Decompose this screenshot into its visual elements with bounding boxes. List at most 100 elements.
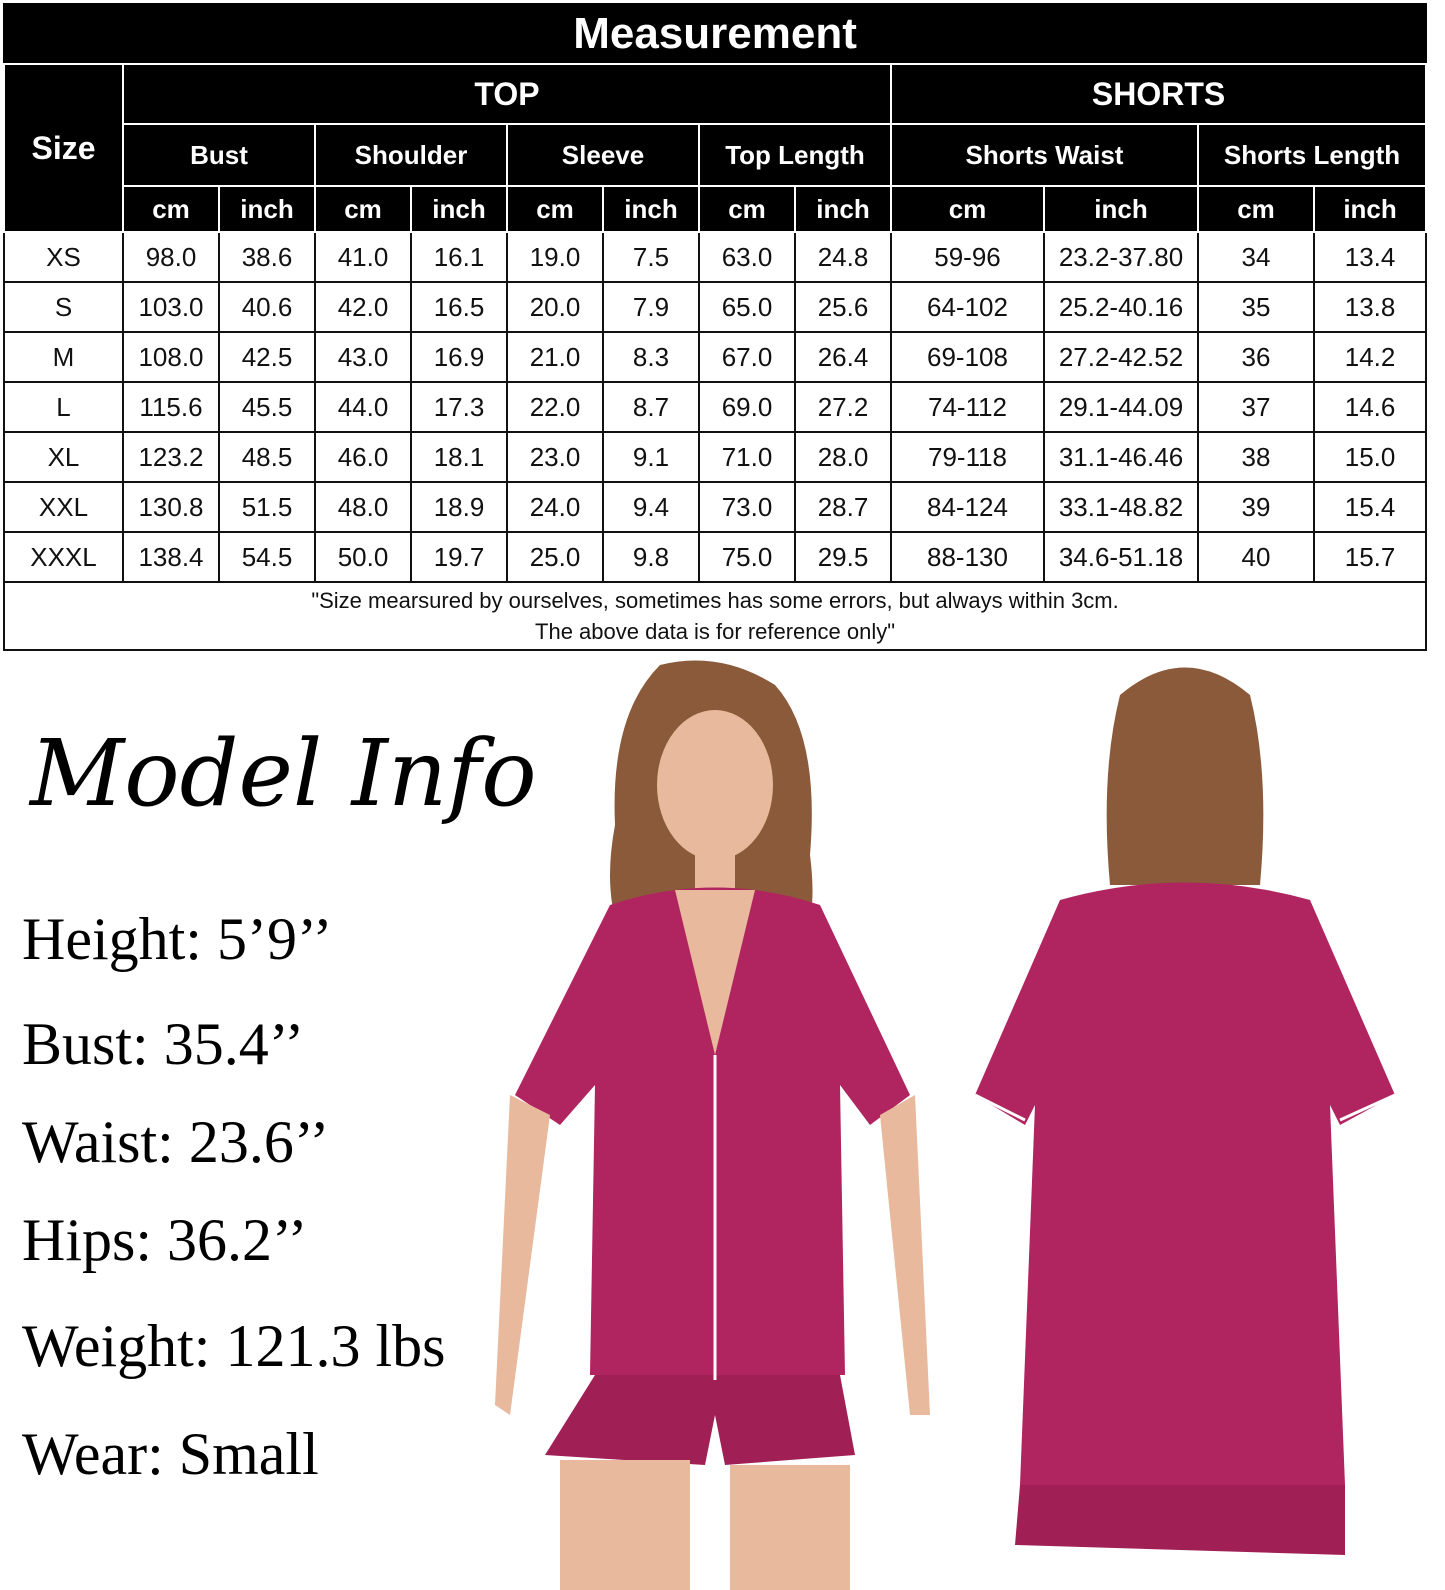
- table-row: M 108.0 42.5 43.0 16.9 21.0 8.3 67.0 26.4 69-108 2…: [3, 331, 1428, 383]
- measurement-cell: 33.1-48.82: [1043, 481, 1199, 533]
- measurement-cell: 20.0: [506, 281, 604, 333]
- measurement-cell: 27.2: [794, 381, 892, 433]
- model-height: Height: 5’9’’: [22, 906, 333, 972]
- measurement-cell: 98.0: [122, 231, 220, 283]
- measurement-cell: 123.2: [122, 431, 220, 483]
- size-label: XXXL: [3, 531, 124, 583]
- measurement-cell: 65.0: [698, 281, 796, 333]
- measure-header: Shorts Length: [1196, 123, 1428, 187]
- model-waist: Waist: 23.6’’: [22, 1109, 330, 1175]
- measurement-cell: 74-112: [890, 381, 1045, 433]
- measurement-cell: 29.5: [794, 531, 892, 583]
- table-row: XL 123.2 48.5 46.0 18.1 23.0 9.1 71.0 28.0 79-118…: [3, 431, 1428, 483]
- measurement-cell: 7.5: [602, 231, 700, 283]
- measurement-cell: 14.6: [1312, 381, 1428, 433]
- unit-header: cm: [122, 185, 220, 233]
- measurement-cell: 7.9: [602, 281, 700, 333]
- model-bust: Bust: 35.4’’: [22, 1011, 305, 1077]
- measurement-cell: 25.2-40.16: [1043, 281, 1199, 333]
- measurement-cell: 45.5: [218, 381, 316, 433]
- measurement-cell: 15.7: [1312, 531, 1428, 583]
- measurement-cell: 15.4: [1312, 481, 1428, 533]
- model-front-photo: [495, 660, 930, 1590]
- measurement-cell: 16.1: [410, 231, 508, 283]
- measurement-cell: 25.0: [506, 531, 604, 583]
- measurement-cell: 54.5: [218, 531, 316, 583]
- measurement-cell: 16.9: [410, 331, 508, 383]
- measurement-cell: 9.4: [602, 481, 700, 533]
- unit-header: cm: [698, 185, 796, 233]
- measurement-cell: 48.0: [314, 481, 412, 533]
- measurement-cell: 39: [1197, 481, 1315, 533]
- top-group-header: TOP: [122, 63, 892, 125]
- unit-header: cm: [506, 185, 604, 233]
- measurement-cell: 71.0: [698, 431, 796, 483]
- measurement-cell: 9.8: [602, 531, 700, 583]
- measurement-cell: 75.0: [698, 531, 796, 583]
- measurement-cell: 21.0: [506, 331, 604, 383]
- measurement-cell: 130.8: [122, 481, 220, 533]
- measurement-cell: 42.5: [218, 331, 316, 383]
- measurement-cell: 8.3: [602, 331, 700, 383]
- measurement-cell: 28.7: [794, 481, 892, 533]
- unit-header: inch: [794, 185, 892, 233]
- unit-header: cm: [1197, 185, 1315, 233]
- measurement-cell: 24.0: [506, 481, 604, 533]
- measurement-cell: 23.0: [506, 431, 604, 483]
- model-back-photo: [974, 667, 1396, 1555]
- measurement-cell: 34.6-51.18: [1043, 531, 1199, 583]
- size-header: Size: [3, 63, 124, 233]
- shorts-group-header: SHORTS: [889, 63, 1428, 125]
- measurement-cell: 23.2-37.80: [1043, 231, 1199, 283]
- unit-header: inch: [1312, 185, 1428, 233]
- model-hips: Hips: 36.2’’: [22, 1207, 308, 1273]
- chart-title: Measurement: [2, 3, 1428, 65]
- unit-header: inch: [602, 185, 700, 233]
- measure-header: Shorts Waist: [890, 123, 1199, 187]
- size-label: XS: [3, 231, 124, 283]
- measurement-cell: 31.1-46.46: [1043, 431, 1199, 483]
- measurement-cell: 38: [1197, 431, 1315, 483]
- measurement-cell: 29.1-44.09: [1043, 381, 1199, 433]
- measurement-cell: 41.0: [314, 231, 412, 283]
- table-row: L 115.6 45.5 44.0 17.3 22.0 8.7 69.0 27.2 74-112 2…: [3, 381, 1428, 433]
- measurement-cell: 88-130: [890, 531, 1045, 583]
- unit-header: inch: [1043, 185, 1199, 233]
- measurement-cell: 138.4: [122, 531, 220, 583]
- size-label: XXL: [3, 481, 124, 533]
- measurement-cell: 19.0: [506, 231, 604, 283]
- table-row: XXL 130.8 51.5 48.0 18.9 24.0 9.4 73.0 28.7 84-12…: [3, 481, 1428, 533]
- measurement-cell: 64-102: [890, 281, 1045, 333]
- measurement-cell: 22.0: [506, 381, 604, 433]
- measurement-cell: 115.6: [122, 381, 220, 433]
- measurement-cell: 40: [1197, 531, 1315, 583]
- measurement-cell: 14.2: [1312, 331, 1428, 383]
- table-row: XS 98.0 38.6 41.0 16.1 19.0 7.5 63.0 24.8 59-96 23…: [3, 231, 1428, 283]
- measurement-cell: 43.0: [314, 331, 412, 383]
- measurement-cell: 40.6: [218, 281, 316, 333]
- measurement-cell: 16.5: [410, 281, 508, 333]
- measurement-cell: 36: [1197, 331, 1315, 383]
- measurement-cell: 84-124: [890, 481, 1045, 533]
- measurement-cell: 8.7: [602, 381, 700, 433]
- measurement-cell: 19.7: [410, 531, 508, 583]
- measurement-cell: 46.0: [314, 431, 412, 483]
- measurement-cell: 38.6: [218, 231, 316, 283]
- unit-header: cm: [314, 185, 412, 233]
- disclaimer-note: "Size mearsured by ourselves, sometimes …: [2, 581, 1428, 651]
- measurement-cell: 51.5: [218, 481, 316, 533]
- measurement-cell: 13.8: [1312, 281, 1428, 333]
- measurement-cell: 25.6: [794, 281, 892, 333]
- size-chart-table: Measurement Size TOP SHORTS Bust Shoulder…: [2, 3, 1428, 651]
- measurement-cell: 59-96: [890, 231, 1045, 283]
- size-label: M: [3, 331, 124, 383]
- measurement-cell: 69-108: [890, 331, 1045, 383]
- note-line-1: "Size mearsured by ourselves, sometimes …: [311, 588, 1119, 613]
- measurement-cell: 79-118: [890, 431, 1045, 483]
- measurement-cell: 42.0: [314, 281, 412, 333]
- measure-header: Top Length: [698, 123, 892, 187]
- measurement-cell: 108.0: [122, 331, 220, 383]
- measure-header: Shoulder: [314, 123, 508, 187]
- measurement-cell: 18.9: [410, 481, 508, 533]
- size-label: XL: [3, 431, 124, 483]
